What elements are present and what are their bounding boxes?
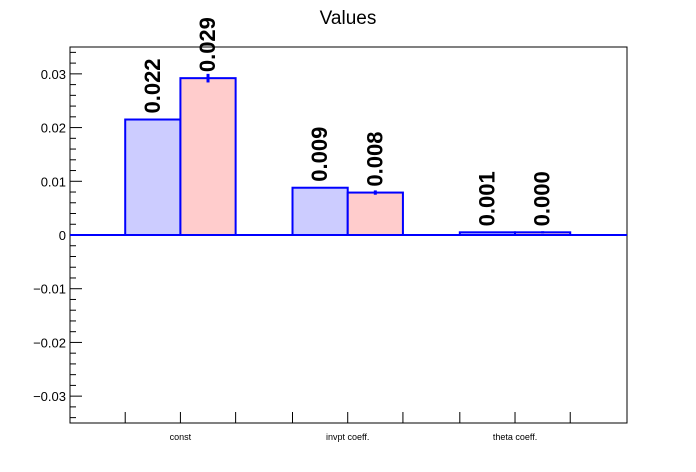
- x-category-label: const: [170, 432, 192, 442]
- bar-value-label: 0.008: [362, 132, 387, 187]
- bar-value-label: 0.029: [195, 17, 220, 72]
- y-tick-label: −0.02: [33, 335, 66, 350]
- y-axis: −0.03 −0.02 −0.01 0 0.01 0.02 0.03: [33, 51, 82, 419]
- x-category-label: theta coeff.: [493, 432, 537, 442]
- x-category-label: invpt coeff.: [326, 432, 369, 442]
- bar: [346, 191, 404, 237]
- y-tick-label: 0.03: [41, 67, 66, 82]
- y-tick-label: 0.01: [41, 174, 66, 189]
- bar-value-label: 0.009: [307, 127, 332, 182]
- bar: [291, 186, 349, 236]
- x-axis: const invpt coeff. theta coeff.: [124, 412, 571, 442]
- chart-title: Values: [320, 8, 377, 29]
- bar-value-label: 0.000: [530, 171, 555, 226]
- y-tick-label: −0.01: [33, 282, 66, 297]
- y-tick-label: 0: [59, 228, 66, 243]
- bar: [124, 118, 182, 236]
- bars: [124, 73, 572, 237]
- bar-value-label: 0.001: [474, 171, 499, 226]
- bar: [179, 77, 237, 237]
- y-tick-label: −0.03: [33, 389, 66, 404]
- bar-value-label: 0.022: [140, 58, 165, 113]
- value-labels: 0.022 0.009 0.001 0.029 0.008 0.000: [140, 17, 555, 226]
- y-tick-label: 0.02: [41, 121, 66, 136]
